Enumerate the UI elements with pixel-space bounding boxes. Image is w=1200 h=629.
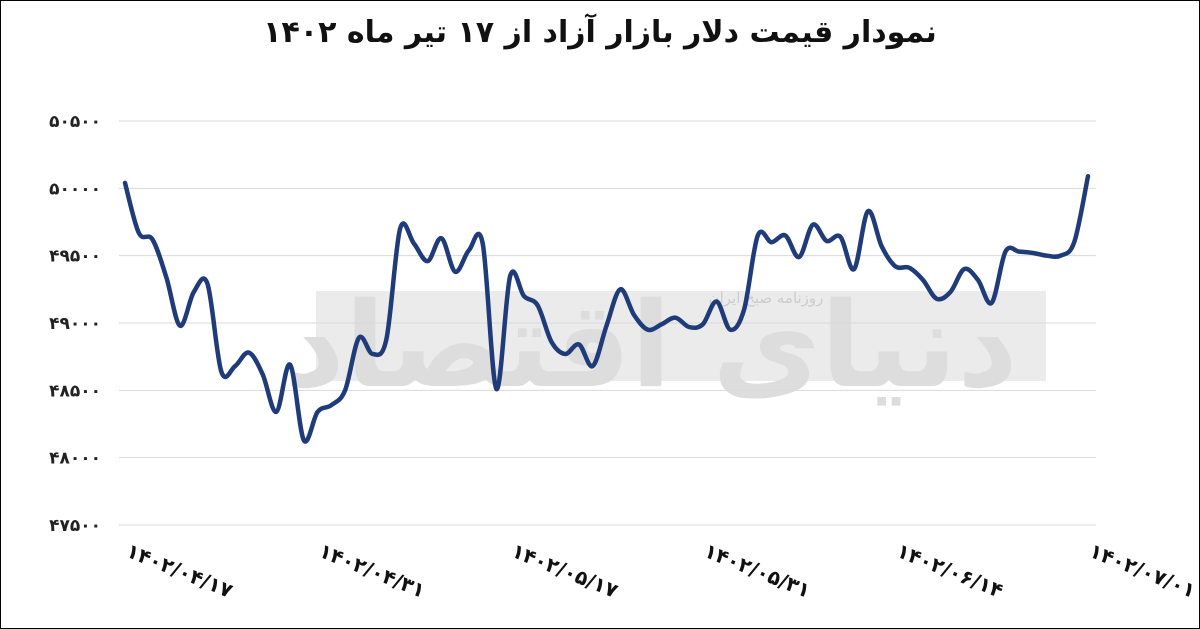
y-tick-label: ۴۹۰۰۰: [49, 314, 101, 334]
y-tick-label: ۵۰۵۰۰: [49, 112, 101, 132]
y-tick-label: ۴۷۵۰۰: [49, 516, 101, 536]
series-lines: [122, 173, 1091, 444]
series-line: [122, 173, 1091, 444]
x-tick-label: ۱۴۰۲/۰۴/۱۷: [123, 538, 236, 602]
x-axis-ticks: ۱۴۰۲/۰۴/۱۷ ۱۴۰۲/۰۴/۳۱ ۱۴۰۲/۰۵/۱۷ ۱۴۰۲/۰۵/۳۱…: [123, 538, 1199, 602]
y-tick-label: ۴۹۵۰۰: [49, 247, 101, 267]
y-tick-label: ۴۸۵۰۰: [49, 381, 101, 401]
x-tick-label: ۱۴۰۲/۰۵/۳۱: [701, 538, 814, 602]
x-tick-label: ۱۴۰۲/۰۵/۱۷: [508, 538, 621, 602]
x-tick-label: ۱۴۰۲/۰۶/۱۴: [894, 538, 1007, 602]
y-axis-ticks: ۴۷۵۰۰ ۴۸۰۰۰ ۴۸۵۰۰ ۴۹۰۰۰ ۴۹۵۰۰ ۵۰۰۰۰ ۵۰۵۰۰: [49, 112, 101, 536]
x-tick-label: ۱۴۰۲/۰۴/۳۱: [316, 538, 429, 602]
x-tick-label: ۱۴۰۲/۰۷/۰۱: [1086, 538, 1199, 602]
y-tick-label: ۴۸۰۰۰: [49, 449, 101, 469]
watermark-band: [316, 291, 1046, 381]
y-tick-label: ۵۰۰۰۰: [49, 179, 101, 199]
watermark: دنیای اقتصاد روزنامه صبح ایران: [284, 276, 1046, 414]
watermark-sub-text: روزنامه صبح ایران: [709, 289, 824, 307]
chart-title: نمودار قیمت دلار بازار آزاد از ۱۷ تیر ما…: [263, 15, 937, 50]
watermark-main-text: دنیای اقتصاد: [284, 276, 1018, 414]
